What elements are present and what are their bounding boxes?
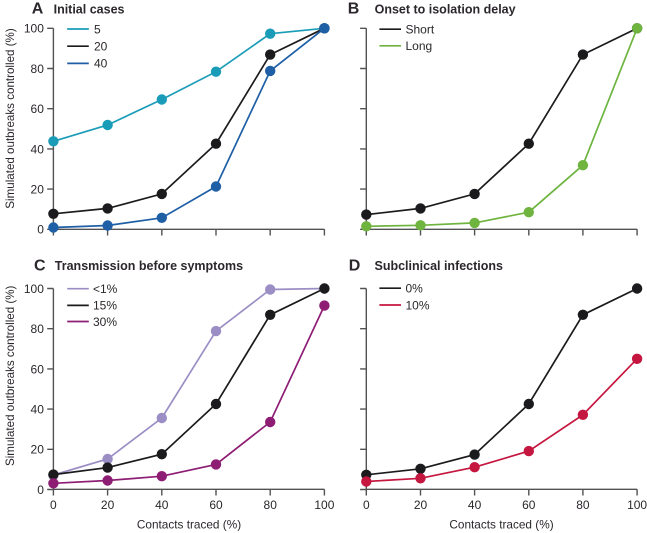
svg-text:Simulated outbreaks controlled: Simulated outbreaks controlled (%) — [4, 285, 17, 466]
svg-text:Long: Long — [406, 39, 433, 53]
svg-text:20: 20 — [31, 443, 45, 457]
svg-text:60: 60 — [31, 362, 45, 376]
svg-text:60: 60 — [522, 498, 536, 512]
svg-text:40: 40 — [94, 57, 108, 71]
svg-text:15%: 15% — [93, 299, 117, 313]
svg-text:80: 80 — [31, 322, 45, 336]
svg-text:<1%: <1% — [93, 282, 118, 296]
svg-text:40: 40 — [31, 142, 45, 156]
svg-text:60: 60 — [31, 102, 45, 116]
svg-text:20: 20 — [414, 498, 428, 512]
svg-text:20: 20 — [31, 183, 45, 197]
svg-text:Subclinical infections: Subclinical infections — [375, 259, 504, 273]
svg-text:80: 80 — [576, 498, 590, 512]
svg-text:100: 100 — [24, 22, 44, 36]
svg-text:C: C — [34, 258, 46, 275]
svg-text:0: 0 — [37, 483, 44, 497]
svg-text:30%: 30% — [93, 315, 117, 329]
svg-text:100: 100 — [24, 282, 44, 296]
svg-text:10%: 10% — [406, 298, 430, 312]
svg-text:100: 100 — [314, 498, 334, 512]
svg-text:80: 80 — [31, 62, 45, 76]
svg-text:Onset to isolation delay: Onset to isolation delay — [375, 2, 516, 16]
svg-text:Contacts traced (%): Contacts traced (%) — [449, 518, 553, 532]
svg-text:40: 40 — [468, 498, 482, 512]
svg-text:Initial cases: Initial cases — [54, 2, 125, 16]
svg-text:60: 60 — [209, 498, 223, 512]
svg-text:5: 5 — [94, 22, 101, 36]
svg-text:100: 100 — [627, 498, 647, 512]
svg-text:Simulated outbreaks controlled: Simulated outbreaks controlled (%) — [4, 28, 17, 209]
svg-text:B: B — [348, 1, 360, 18]
svg-text:A: A — [32, 1, 44, 18]
svg-text:40: 40 — [155, 498, 169, 512]
svg-text:40: 40 — [31, 403, 45, 417]
svg-text:Contacts traced (%): Contacts traced (%) — [137, 518, 241, 532]
svg-text:Transmission before symptoms: Transmission before symptoms — [55, 259, 243, 273]
svg-text:0: 0 — [363, 498, 370, 512]
svg-text:0%: 0% — [406, 282, 424, 296]
svg-text:20: 20 — [101, 498, 115, 512]
svg-text:D: D — [349, 258, 361, 275]
svg-text:0: 0 — [37, 223, 44, 237]
svg-text:80: 80 — [264, 498, 278, 512]
svg-text:20: 20 — [94, 40, 108, 54]
svg-text:0: 0 — [50, 498, 57, 512]
svg-text:Short: Short — [406, 23, 435, 37]
